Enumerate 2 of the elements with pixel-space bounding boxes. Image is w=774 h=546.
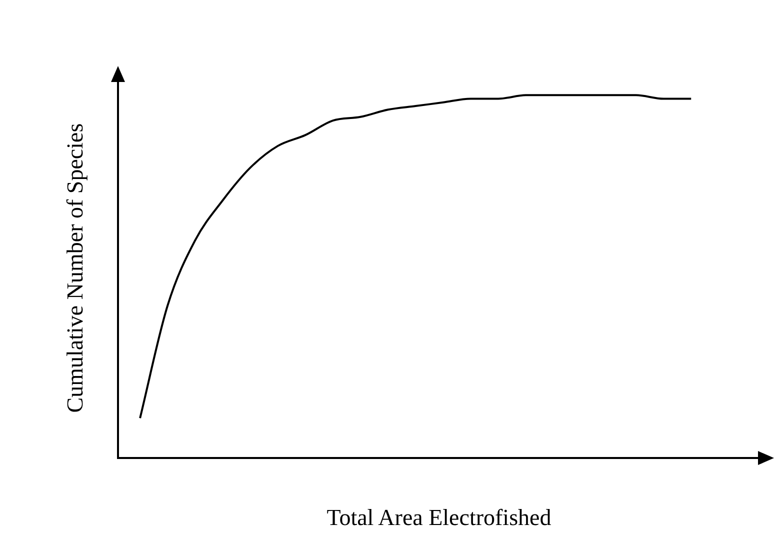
x-axis-title: Total Area Electrofished <box>326 505 552 531</box>
y-axis-title: Cumulative Number of Species <box>62 122 88 415</box>
